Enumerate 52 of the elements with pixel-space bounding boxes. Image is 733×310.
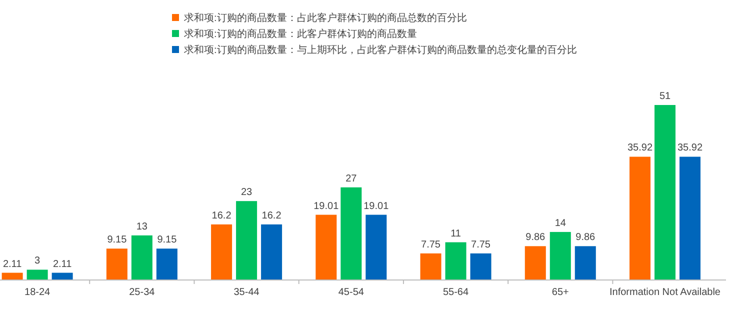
- x-tick-label: 25-34: [129, 287, 156, 298]
- data-label: 35.92: [677, 142, 703, 154]
- x-tick-label: 18-24: [24, 287, 51, 298]
- data-label: 14: [554, 218, 566, 229]
- data-label: 16.2: [262, 210, 282, 222]
- bar: [156, 248, 178, 280]
- bar: [316, 214, 337, 280]
- bar: [470, 253, 492, 280]
- bar: [26, 270, 48, 280]
- data-label: 9.15: [157, 234, 178, 246]
- bar: [52, 272, 73, 280]
- x-tick-label: 45-54: [338, 287, 364, 298]
- bar: [106, 248, 128, 280]
- data-label: 9.15: [107, 234, 128, 246]
- data-label: 7.75: [421, 239, 441, 250]
- data-label: 19.01: [364, 200, 390, 212]
- data-label: 9.86: [576, 232, 596, 244]
- x-tick-label: 65+: [552, 287, 570, 298]
- data-label: 27: [346, 173, 358, 184]
- bar: [630, 156, 650, 280]
- bar: [680, 156, 700, 280]
- bar: [236, 201, 258, 280]
- bar: [420, 253, 442, 280]
- data-label: 13: [136, 221, 148, 232]
- data-label: 23: [240, 187, 253, 198]
- data-label: 9.86: [526, 232, 546, 244]
- bar: [654, 105, 676, 280]
- bar: [445, 242, 466, 280]
- legend-label: 求和项:订购的商品数量：占此客户群体订购的商品总数的百分比: [184, 12, 467, 24]
- legend-label: 求和项:订购的商品数量：与上期环比，占此客户群体订购的商品数量的总变化量的百分比: [184, 44, 577, 56]
- x-tick-label: Information Not Available: [610, 287, 721, 298]
- data-label: 19.01: [314, 200, 340, 212]
- bar: [2, 272, 23, 280]
- data-label: 35.92: [627, 142, 653, 154]
- data-label: 16.2: [212, 210, 232, 222]
- bar: [340, 187, 362, 280]
- data-label: 51: [659, 91, 671, 102]
- data-label: 2.11: [52, 258, 72, 270]
- data-label: 2.11: [2, 258, 22, 270]
- bar: [550, 232, 571, 280]
- bar: [366, 214, 387, 280]
- x-tick-label: 55-64: [442, 287, 469, 298]
- legend-label: 求和项:订购的商品数量：此客户群体订购的商品数量: [184, 28, 417, 40]
- bar: [261, 224, 282, 280]
- data-label: 11: [450, 228, 462, 240]
- bar: [131, 235, 152, 280]
- x-tick-label: 35-44: [234, 287, 260, 298]
- data-label: 7.75: [471, 239, 491, 250]
- bar: [524, 246, 546, 280]
- bar: [211, 224, 232, 280]
- data-label: 3: [34, 256, 41, 267]
- bar: [574, 246, 596, 280]
